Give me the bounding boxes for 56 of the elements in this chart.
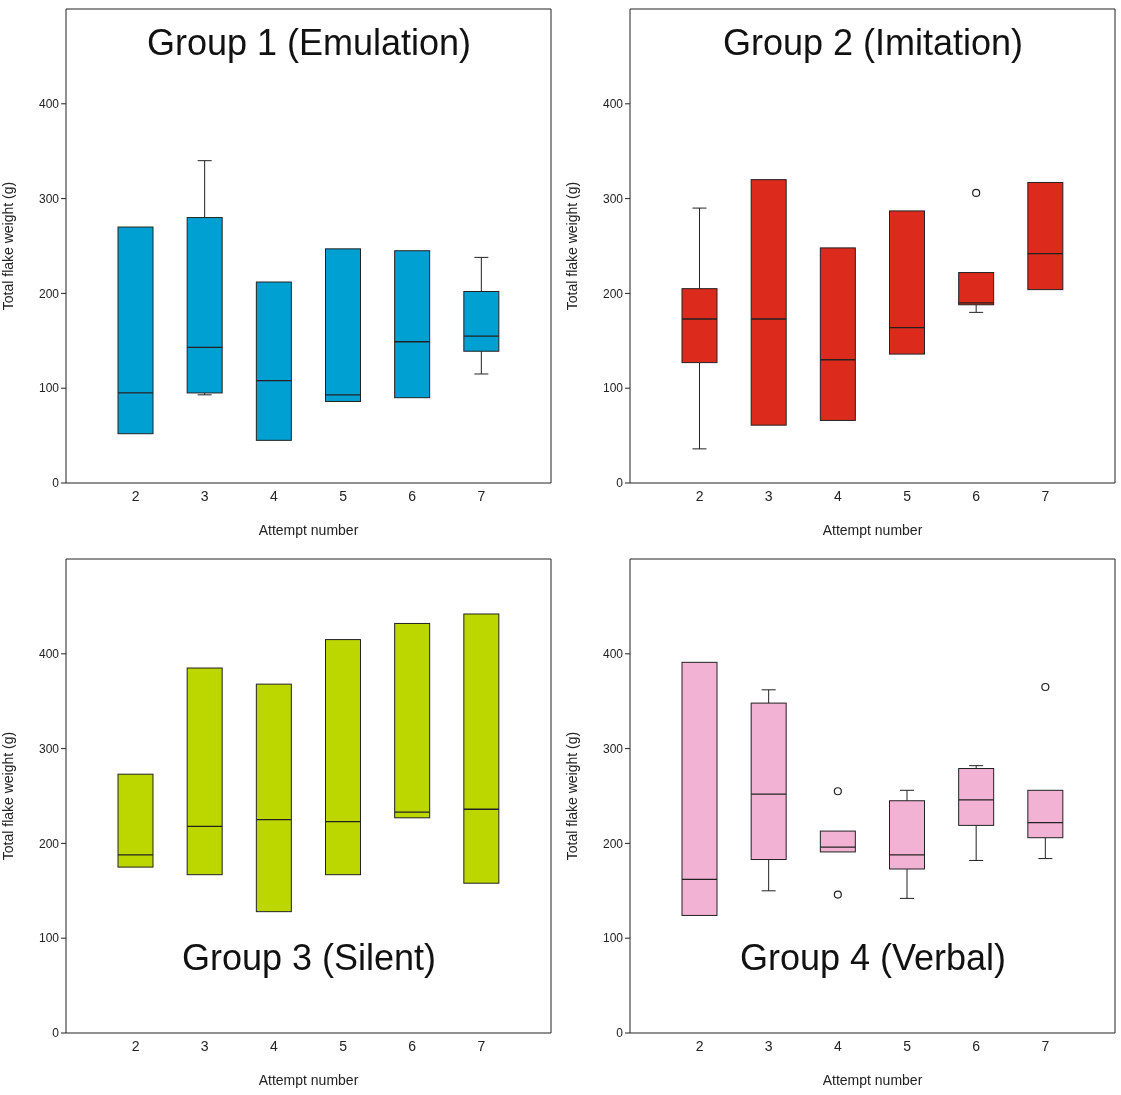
x-tick-label: 2 [695, 1037, 704, 1054]
chart-title: Group 1 (Emulation) [145, 22, 473, 64]
x-axis-title: Attempt number [258, 1071, 359, 1088]
x-tick-label: 4 [834, 1037, 843, 1054]
x-axis-title: Attempt number [822, 522, 923, 538]
y-tick-label: 400 [38, 97, 60, 112]
y-tick-label: 200 [38, 286, 60, 301]
x-tick-label: 7 [477, 487, 486, 504]
y-tick-label: 0 [52, 1025, 60, 1040]
chart-title: Group 2 (Imitation) [721, 22, 1025, 64]
text: Group 4 (Verbal) [738, 936, 1008, 979]
x-tick-label: 6 [972, 487, 981, 504]
x-tick-label: 7 [1041, 487, 1050, 504]
y-tick-label: 200 [602, 836, 624, 851]
x-tick-label: 4 [270, 487, 279, 504]
x-tick-label: 2 [695, 487, 704, 504]
y-axis-title: Total flake weight (g) [0, 181, 16, 311]
y-tick-label: 200 [38, 836, 60, 851]
x-tick-label: 7 [477, 1037, 486, 1054]
y-tick-label: 400 [602, 97, 624, 112]
y-tick-label: 400 [38, 646, 60, 661]
x-axis-title: Attempt number [258, 522, 359, 538]
y-tick-label: 100 [38, 381, 60, 396]
y-tick-label: 100 [602, 381, 624, 396]
x-tick-label: 5 [903, 1037, 912, 1054]
x-tick-label: 3 [200, 1037, 209, 1054]
y-tick-label: 0 [616, 1025, 624, 1040]
y-tick-label: 100 [38, 930, 60, 945]
y-tick-label: 300 [38, 741, 60, 756]
y-tick-label: 300 [38, 191, 60, 206]
x-tick-label: 5 [339, 1037, 348, 1054]
y-tick-label: 300 [602, 191, 624, 206]
x-tick-label: 7 [1041, 1037, 1050, 1054]
x-tick-label: 3 [764, 487, 773, 504]
x-tick-label: 5 [339, 487, 348, 504]
x-tick-label: 6 [408, 487, 417, 504]
x-tick-label: 3 [200, 487, 209, 504]
y-axis-title: Total flake weight (g) [563, 181, 580, 311]
y-axis-title: Total flake weight (g) [563, 731, 580, 860]
x-tick-label: 5 [903, 487, 912, 504]
y-tick-label: 0 [616, 476, 624, 491]
y-tick-label: 400 [602, 646, 624, 661]
x-tick-label: 6 [408, 1037, 417, 1054]
x-tick-label: 3 [764, 1037, 773, 1054]
x-tick-label: 6 [972, 1037, 981, 1054]
y-tick-label: 300 [602, 741, 624, 756]
y-axis-title: Total flake weight (g) [0, 731, 16, 860]
y-tick-label: 200 [602, 286, 624, 301]
x-tick-label: 2 [131, 487, 140, 504]
x-tick-label: 4 [834, 487, 843, 504]
y-tick-label: 100 [602, 930, 624, 945]
y-tick-label: 0 [52, 476, 60, 491]
x-tick-label: 4 [270, 1037, 279, 1054]
text: Group 3 (Silent) [180, 936, 438, 979]
x-tick-label: 2 [131, 1037, 140, 1054]
x-axis-title: Attempt number [822, 1071, 923, 1088]
